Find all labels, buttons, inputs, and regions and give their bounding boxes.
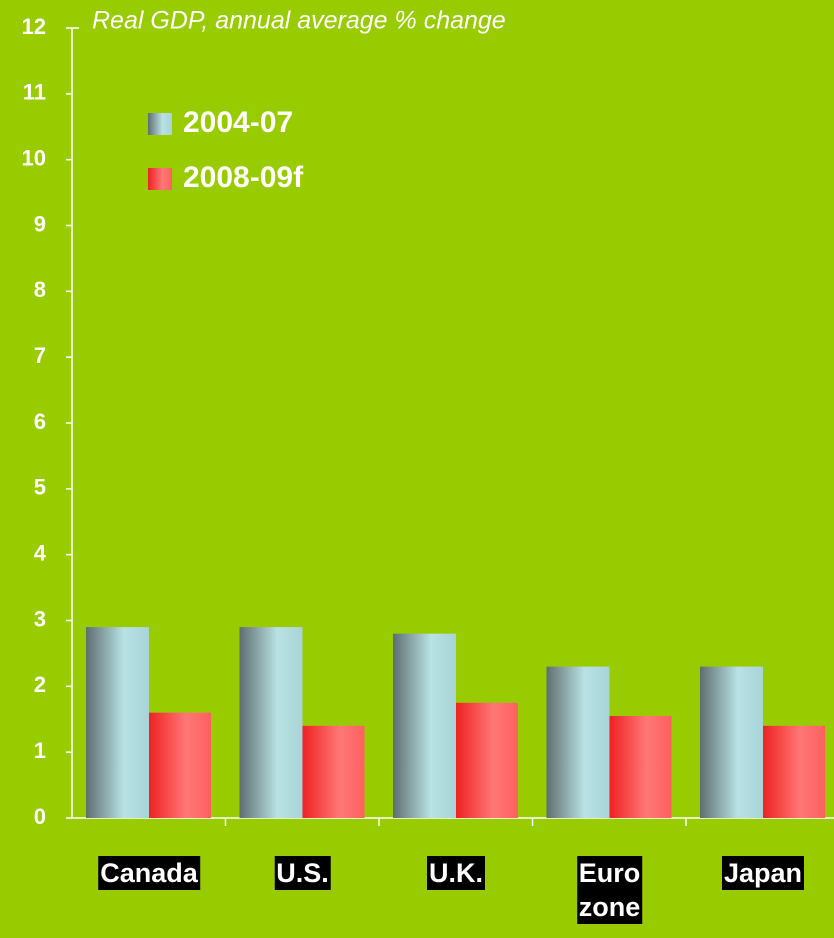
y-tick-label: 12 <box>22 14 46 39</box>
y-tick-label: 6 <box>34 409 46 434</box>
bar <box>149 712 211 818</box>
y-tick-label: 0 <box>34 804 46 829</box>
x-tick-label: Canada <box>98 856 200 890</box>
y-tick-label: 4 <box>34 540 47 565</box>
legend-label: 2004-07 <box>183 106 293 139</box>
bar <box>86 627 149 818</box>
bar <box>302 725 365 818</box>
bar <box>393 633 456 818</box>
bar <box>546 666 610 818</box>
y-tick-label: 10 <box>22 145 46 170</box>
legend-swatch <box>148 168 172 190</box>
x-tick-label: Euro zone <box>576 856 643 924</box>
y-tick-label: 8 <box>34 277 46 302</box>
y-tick-label: 1 <box>34 738 46 763</box>
bar <box>763 725 825 818</box>
x-tick-label: U.S. <box>274 856 331 890</box>
y-tick-label: 9 <box>34 211 46 236</box>
legend-swatch <box>148 113 172 135</box>
bar <box>456 702 518 818</box>
y-tick-label: 5 <box>34 475 46 500</box>
x-tick-label: Japan <box>721 856 805 890</box>
x-tick-label: U.K. <box>427 856 485 890</box>
y-tick-label: 3 <box>34 606 46 631</box>
y-tick-label: 11 <box>23 80 46 105</box>
legend-label: 2008-09f <box>183 161 304 194</box>
bar <box>239 627 303 818</box>
y-tick-label: 2 <box>34 672 46 697</box>
bar <box>700 666 763 818</box>
bar <box>609 715 672 818</box>
subtitle: Real GDP, annual average % change <box>92 7 506 35</box>
y-tick-label: 7 <box>34 343 46 368</box>
